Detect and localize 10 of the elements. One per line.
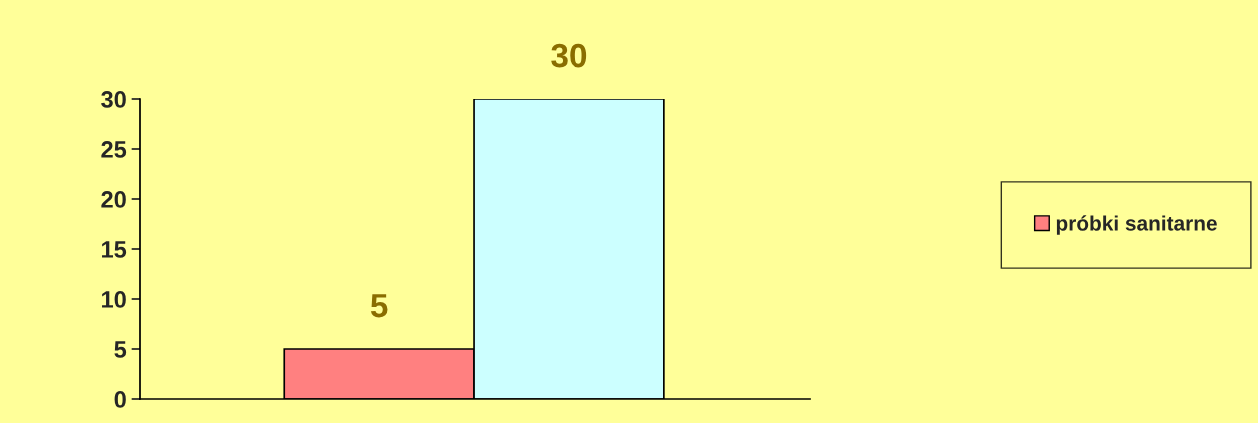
y-tick-label: 10 — [102, 291, 126, 308]
data-label: 30 — [551, 43, 587, 68]
legend-label: próbki sanitarne — [1056, 215, 1217, 235]
y-tick-label: 20 — [101, 191, 126, 208]
y-tick-label: 25 — [101, 141, 127, 158]
y-tick-label: 15 — [102, 241, 127, 258]
data-label: 5 — [370, 294, 388, 318]
y-tick-label: 30 — [101, 91, 126, 108]
y-tick-label: 5 — [114, 341, 127, 358]
y-tick-label: 0 — [114, 391, 126, 408]
